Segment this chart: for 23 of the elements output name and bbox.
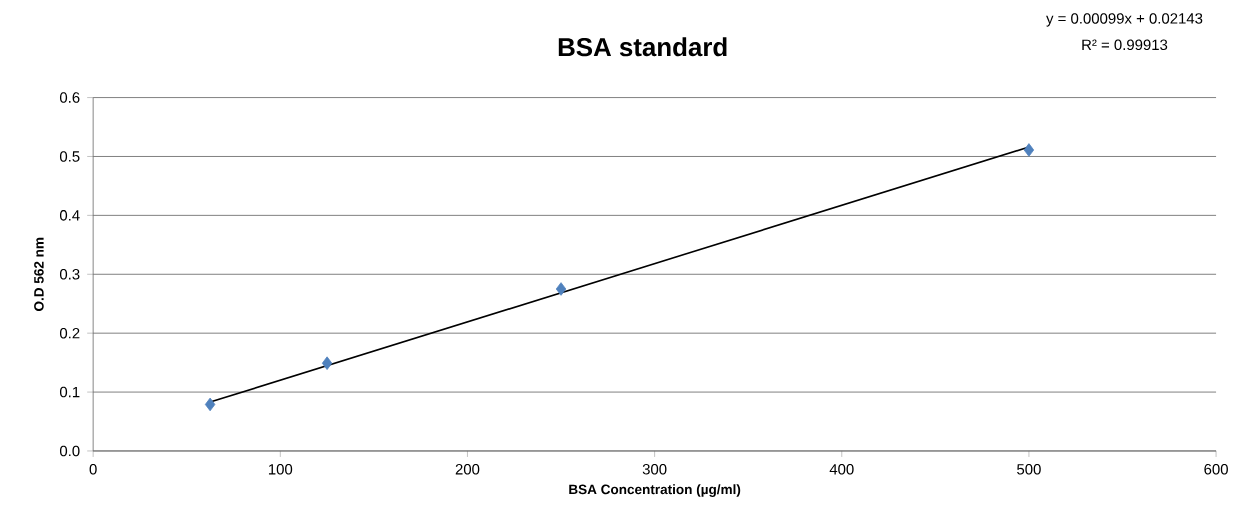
y-tick-label: 0.1 <box>59 386 80 398</box>
x-tick-label: 400 <box>829 464 854 475</box>
text: y = 0.00099x + 0.02143 <box>1046 13 1203 27</box>
point <box>1023 143 1035 157</box>
x-tick-label: 300 <box>642 464 667 475</box>
y-axis-title: O.D 562 nm <box>34 238 44 312</box>
y-tick-label: 0.6 <box>59 92 80 104</box>
point <box>321 356 333 371</box>
point <box>204 397 216 412</box>
x-tick-label: 500 <box>1017 464 1041 475</box>
x-tick-label: 600 <box>1204 464 1228 475</box>
x-tick-label: 200 <box>455 464 480 475</box>
x-tick-label: 100 <box>268 464 293 475</box>
y-tick-label: 0.0 <box>59 445 80 457</box>
y-tick-label: 0.4 <box>59 210 80 221</box>
y-tick-label: 0.5 <box>59 151 80 162</box>
y-tick-label: 0.3 <box>59 269 80 280</box>
x-axis-title: BSA Concentration (µg/ml) <box>569 484 741 498</box>
chart-title: BSA standard <box>558 37 727 57</box>
text: R² = 0.99913 <box>1082 39 1168 51</box>
x-tick-label: 0 <box>89 464 97 475</box>
point <box>555 282 567 296</box>
y-tick-label: 0.2 <box>59 328 80 339</box>
